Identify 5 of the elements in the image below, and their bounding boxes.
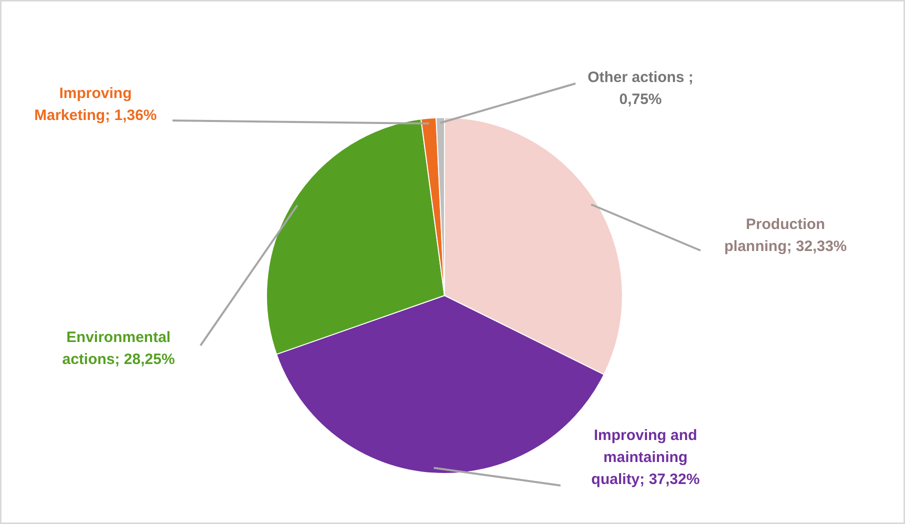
slice-label: Improving and maintaining quality; 37,32% [591, 427, 700, 488]
slice-label: Improving Marketing; 1,36% [34, 85, 157, 124]
slice-label: Other actions ; 0,75% [588, 69, 694, 108]
slice-label: Production planning; 32,33% [724, 216, 847, 255]
slice-label: Environmental actions; 28,25% [62, 329, 175, 368]
